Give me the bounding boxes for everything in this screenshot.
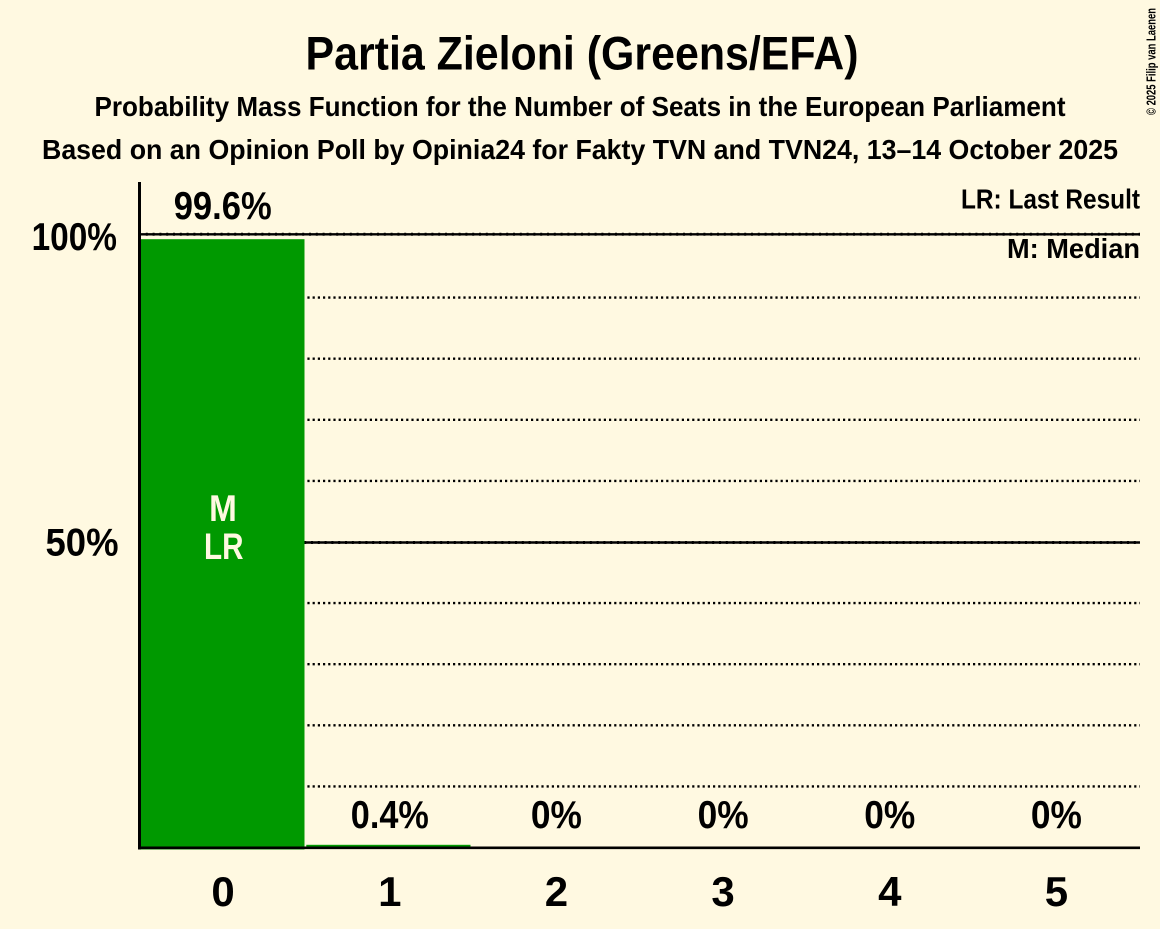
svg-text:LR: LR [204,526,244,567]
svg-text:2: 2 [545,868,568,915]
svg-text:M: Median: M: Median [1007,233,1140,264]
svg-text:M: M [209,488,237,529]
svg-text:4: 4 [878,868,902,915]
svg-text:0%: 0% [1031,794,1082,837]
svg-text:5: 5 [1045,868,1068,915]
svg-text:100%: 100% [32,216,117,259]
svg-text:3: 3 [711,868,734,915]
svg-text:Partia Zieloni (Greens/EFA): Partia Zieloni (Greens/EFA) [306,28,859,81]
svg-text:0%: 0% [864,794,915,837]
svg-text:99.6%: 99.6% [174,185,272,228]
svg-text:50%: 50% [46,522,119,565]
svg-text:1: 1 [378,868,401,915]
svg-text:0: 0 [211,868,234,915]
svg-text:0%: 0% [531,794,582,837]
svg-text:0%: 0% [698,794,749,837]
svg-text:Probability Mass Function for: Probability Mass Function for the Number… [95,91,1066,122]
svg-text:LR: Last Result: LR: Last Result [961,184,1140,215]
svg-text:0.4%: 0.4% [351,794,429,837]
svg-text:Based on an Opinion Poll by Op: Based on an Opinion Poll by Opinia24 for… [42,134,1118,165]
svg-text:© 2025 Filip van Laenen: © 2025 Filip van Laenen [1144,8,1159,115]
